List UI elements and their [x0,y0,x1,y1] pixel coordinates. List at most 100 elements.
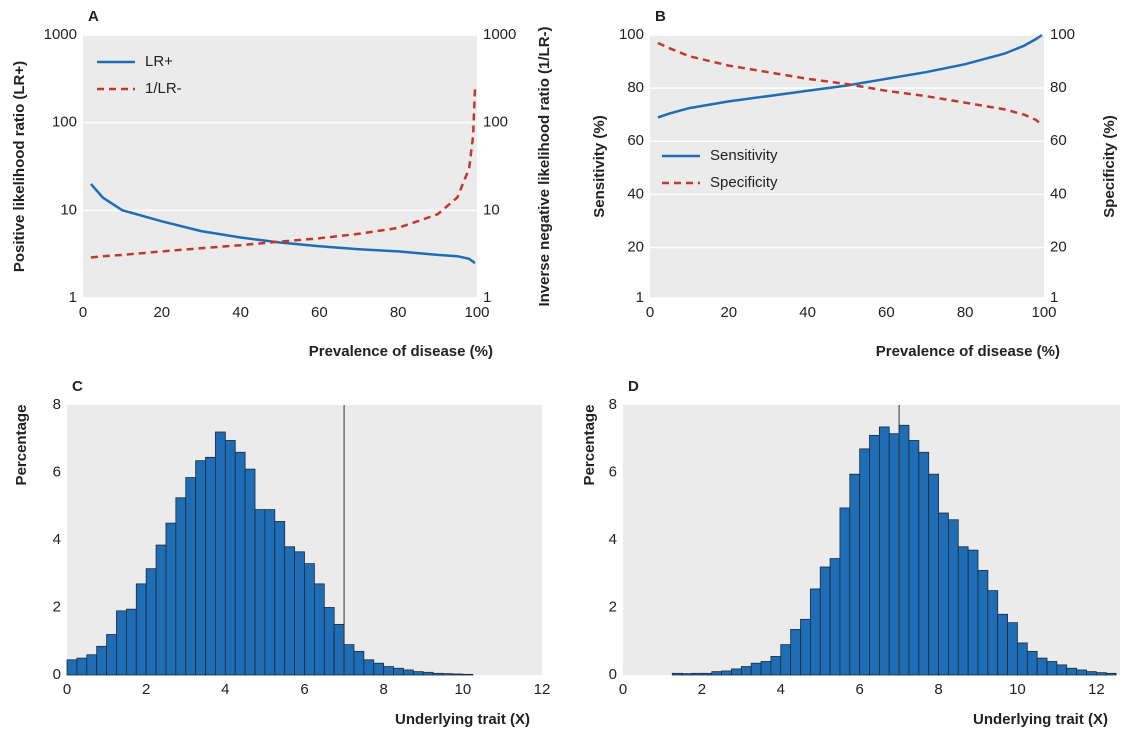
y-tick-label: 60 [627,132,644,149]
plot-area [83,35,477,298]
histogram-bar [274,521,286,676]
histogram-bar [938,512,949,676]
y-axis-label: Positive likelihood ratio (LR+) [11,61,28,272]
histogram-bar [254,509,266,676]
line-series [90,87,477,259]
y2-tick-label: 20 [1050,238,1067,255]
y2-tick-label: 1000 [483,26,516,43]
x-tick-label: 2 [698,681,706,698]
y-tick-label: 2 [609,598,617,615]
histogram-bar [888,433,900,676]
x-axis-label: Underlying trait (X) [395,711,530,728]
histogram-bar [175,497,187,676]
histogram-bar [234,451,246,676]
y-axis-label: Sensitivity (%) [591,115,608,218]
histogram-bar [1095,672,1107,676]
histogram-bar [1076,669,1087,676]
x-tick-label: 80 [957,304,974,321]
x-tick-label: 60 [311,304,328,321]
x-tick-label: 60 [878,304,895,321]
x-tick-label: 20 [720,304,737,321]
x-tick-label: 20 [153,304,170,321]
y-tick-label: 0 [53,666,61,683]
histogram-bar [967,549,979,676]
histogram-bar [711,671,723,676]
histogram-bar [205,456,216,676]
x-tick-label: 12 [534,681,551,698]
legend-label: LR+ [145,53,173,70]
x-tick-label: 8 [379,681,387,698]
histogram-bar [343,644,355,676]
y-tick-label: 40 [627,185,644,202]
histogram-bar [86,654,98,676]
y-tick-label: 8 [53,396,61,413]
y-tick-label: 10 [60,201,77,218]
y-tick-label: 1 [636,289,644,306]
histogram-bar [462,673,474,676]
x-tick-label: 10 [454,681,471,698]
histogram-bar [452,673,464,676]
histogram-bar [681,673,693,676]
x-tick-label: 0 [79,304,87,321]
y-tick-label: 8 [609,396,617,413]
histogram-bar [740,666,752,676]
histogram-bar [731,668,742,676]
histogram-bar [1007,622,1018,676]
histogram-bar [997,613,1008,676]
histogram-bar [304,563,315,676]
histogram-bar [760,661,772,676]
histogram-bar [1046,661,1058,676]
histogram-bar [849,473,861,676]
histogram-bar [224,440,236,676]
histogram-bar [898,424,910,676]
histogram-bar [412,671,424,676]
y-axis-label: Percentage [13,405,30,486]
histogram-bar [721,670,732,676]
y-tick-label: 6 [53,463,61,480]
histogram-bar [859,448,870,676]
histogram-bar [829,558,841,676]
histogram-bar [373,662,385,676]
legend-label: Specificity [710,174,778,191]
x-axis-label: Prevalence of disease (%) [309,343,493,360]
histogram-bar [750,662,762,676]
histogram-bar [809,588,821,676]
histogram-bar [106,634,117,676]
histogram-bar [284,546,296,676]
x-tick-label: 4 [777,681,785,698]
panel-label: C [72,378,83,395]
histogram-bar [432,672,444,676]
histogram-bar [244,468,256,676]
x-tick-label: 8 [934,681,942,698]
y2-axis-label: Inverse negative likelihood ratio (1/LR-… [536,26,553,306]
y2-tick-label: 10 [483,201,500,218]
x-tick-label: 40 [799,304,816,321]
histogram-bar [125,608,137,676]
y2-tick-label: 40 [1050,185,1067,202]
y-tick-label: 100 [619,26,644,43]
histogram-bar [957,546,969,676]
y-tick-label: 2 [53,598,61,615]
histogram-bar [353,650,365,676]
histogram-bar [195,460,206,676]
x-tick-label: 0 [619,681,627,698]
y2-tick-label: 1 [483,289,491,306]
y-tick-label: 100 [52,114,77,131]
y-tick-label: 80 [627,79,644,96]
y-tick-label: 1000 [44,26,77,43]
x-tick-label: 4 [221,681,229,698]
histogram-bar [76,657,88,676]
histogram-bar [135,583,147,676]
histogram-bar [770,656,782,676]
x-tick-label: 0 [646,304,654,321]
plot-area [650,35,1044,298]
histogram-bar [701,672,713,676]
x-tick-label: 6 [300,681,308,698]
histogram-bar [1056,664,1068,676]
histogram-bar [215,431,226,676]
x-axis-label: Prevalence of disease (%) [876,343,1060,360]
histogram-bar [878,426,890,676]
y-tick-label: 1 [69,289,77,306]
histogram-bar [323,607,335,676]
